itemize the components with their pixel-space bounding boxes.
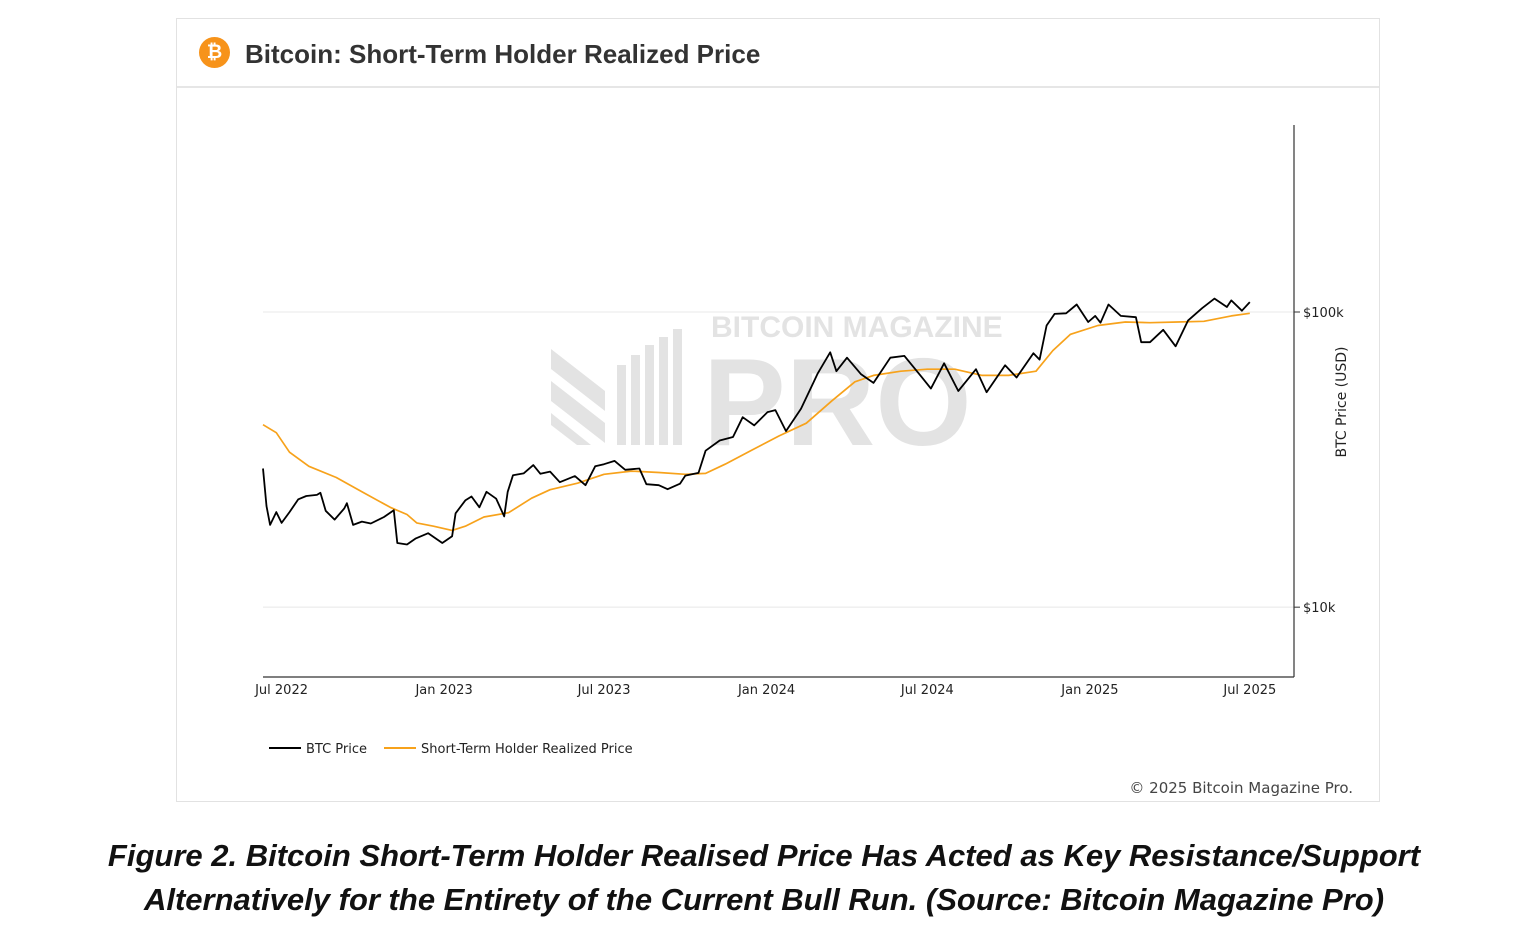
x-tick-label: Jul 2024: [900, 683, 954, 698]
grid-lines: [263, 311, 1294, 608]
x-axis-ticks: Jul 2022 Jan 2023 Jul 2023 Jan 2024 Jul 2024…: [254, 683, 1276, 698]
x-tick-label: Jul 2022: [254, 683, 308, 698]
x-tick-label: Jul 2025: [1222, 683, 1276, 698]
caption-line-2: Alternatively for the Entirety of the Cu…: [143, 882, 1385, 917]
bitcoin-logo-icon: ₿: [199, 37, 230, 68]
watermark-bars-icon: [551, 329, 682, 445]
chart-svg: BITCOIN MAGAZINE PRO Jul 2022 Jan 2023 Jul…: [254, 125, 1350, 757]
x-tick-label: Jan 2023: [414, 683, 472, 698]
y-axis-label: BTC Price (USD): [1334, 346, 1350, 457]
axes: [263, 125, 1295, 678]
btc-price-line: [262, 297, 1251, 546]
legend: BTC Price Short-Term Holder Realized Pric…: [269, 742, 633, 757]
x-tick-label: Jan 2025: [1060, 683, 1118, 698]
figure-caption: Figure 2. Bitcoin Short-Term Holder Real…: [0, 834, 1528, 922]
caption-line-1: Figure 2. Bitcoin Short-Term Holder Real…: [107, 838, 1421, 873]
legend-label: BTC Price: [306, 742, 367, 757]
copyright-text: © 2025 Bitcoin Magazine Pro.: [1129, 779, 1353, 797]
legend-label: Short-Term Holder Realized Price: [421, 742, 633, 757]
y-axis-ticks: $10k $100k: [1294, 306, 1344, 616]
y-tick-label: $10k: [1303, 601, 1336, 616]
y-tick-label: $100k: [1303, 306, 1344, 321]
chart-title: Bitcoin: Short-Term Holder Realized Pric…: [245, 39, 761, 69]
watermark-line1: BITCOIN MAGAZINE: [711, 311, 1003, 344]
watermark-line2: PRO: [703, 334, 972, 472]
chart-card: ₿ Bitcoin: Short-Term Holder Realized Pr…: [176, 18, 1380, 802]
sth-realized-price-line: [262, 312, 1250, 532]
x-tick-label: Jul 2023: [577, 683, 631, 698]
card-header: ₿ Bitcoin: Short-Term Holder Realized Pr…: [177, 19, 1379, 88]
x-tick-label: Jan 2024: [737, 683, 795, 698]
watermark: BITCOIN MAGAZINE PRO: [551, 311, 1003, 472]
series-layer: [262, 297, 1251, 546]
